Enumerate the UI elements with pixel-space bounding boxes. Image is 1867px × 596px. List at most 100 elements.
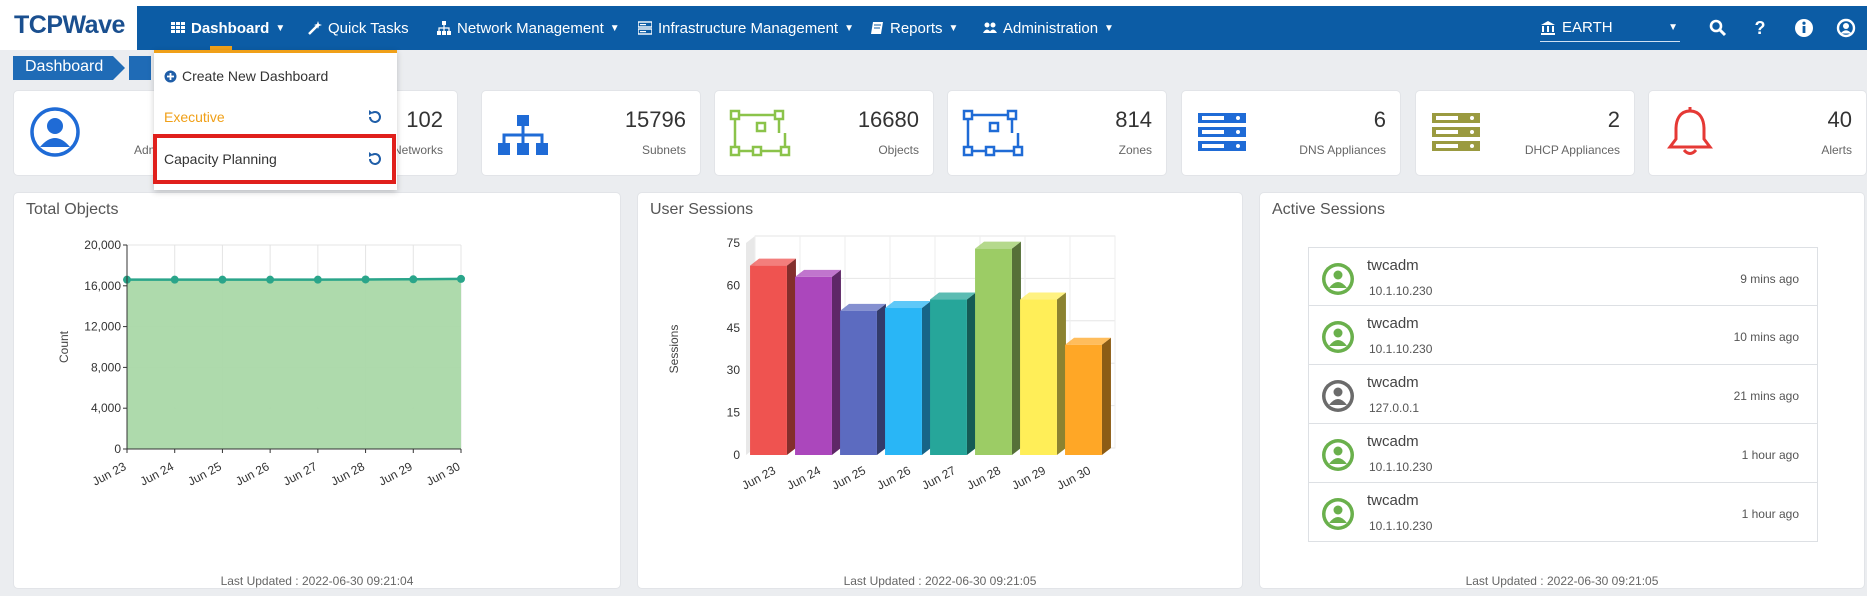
user-account-icon[interactable] xyxy=(1834,16,1858,40)
stat-card-dns-appliances[interactable]: 6 DNS Appliances xyxy=(1181,90,1401,176)
session-ip: 10.1.10.230 xyxy=(1369,519,1433,533)
session-row[interactable]: twcadm 10.1.10.230 10 mins ago xyxy=(1308,306,1818,365)
x-tick-label: Jun 30 xyxy=(424,459,463,488)
bar-top xyxy=(750,258,796,266)
x-tick-label: Jun 23 xyxy=(740,463,779,492)
bar-top xyxy=(975,241,1021,249)
session-user: twcadm xyxy=(1367,374,1419,391)
bar xyxy=(1065,344,1102,455)
stat-label: Objects xyxy=(878,143,919,157)
panel-title: Active Sessions xyxy=(1272,201,1385,218)
data-point xyxy=(170,275,179,284)
stat-card-objects[interactable]: 16680 Objects xyxy=(714,90,934,176)
session-ip: 10.1.10.230 xyxy=(1369,284,1433,298)
y-tick-label: 30 xyxy=(727,363,741,377)
dashboard-item-executive[interactable]: Executive xyxy=(154,99,397,135)
y-tick-label: 12,000 xyxy=(84,320,121,334)
bar-side xyxy=(1011,241,1021,455)
stat-label: Zones xyxy=(1118,143,1152,157)
nav-quick-tasks-label: Quick Tasks xyxy=(328,19,409,37)
breadcrumb-dashboard[interactable]: Dashboard xyxy=(13,56,126,80)
y-tick-label: 0 xyxy=(114,442,121,456)
caret-down-icon: ▼ xyxy=(844,22,854,34)
bar-side xyxy=(786,258,796,455)
panel-title: User Sessions xyxy=(650,201,754,218)
x-tick-label: Jun 30 xyxy=(1055,463,1094,492)
data-point xyxy=(218,275,227,284)
session-user: twcadm xyxy=(1367,492,1419,509)
last-updated: Last Updated : 2022-06-30 09:21:05 xyxy=(1465,574,1659,588)
bar-side xyxy=(876,303,886,455)
x-tick-label: Jun 27 xyxy=(920,463,959,492)
info-icon[interactable] xyxy=(1792,16,1816,40)
nav-administration[interactable]: Administration ▼ xyxy=(983,6,1114,50)
session-user: twcadm xyxy=(1367,315,1419,332)
avatar-icon xyxy=(1322,263,1354,295)
avatar-icon xyxy=(1322,321,1354,353)
session-row[interactable]: twcadm 10.1.10.230 9 mins ago xyxy=(1308,247,1818,306)
data-point xyxy=(457,274,465,283)
session-row[interactable]: twcadm 127.0.0.1 21 mins ago xyxy=(1308,365,1818,424)
grid-icon xyxy=(171,22,185,33)
stat-value: 15796 xyxy=(624,107,686,132)
stat-value: 814 xyxy=(1115,107,1152,132)
x-tick-label: Jun 29 xyxy=(1010,463,1049,492)
dashboard-item-label: Executive xyxy=(164,109,225,125)
tcpwave-logo: TCPWave xyxy=(14,10,125,39)
search-icon[interactable] xyxy=(1706,16,1730,40)
magic-wand-icon xyxy=(308,21,322,35)
x-tick-label: Jun 28 xyxy=(965,463,1004,492)
session-time: 1 hour ago xyxy=(1741,507,1799,521)
data-point xyxy=(361,275,370,284)
bar xyxy=(1020,299,1057,455)
series-line xyxy=(127,277,462,281)
session-ip: 10.1.10.230 xyxy=(1369,342,1433,356)
stat-card-zones[interactable]: 814 Zones xyxy=(947,90,1167,176)
nav-infrastructure-management[interactable]: Infrastructure Management ▼ xyxy=(638,6,854,50)
brand[interactable]: TCPWave xyxy=(0,0,137,50)
users-icon xyxy=(983,22,997,33)
dashboard-item-capacity-planning[interactable]: Capacity Planning xyxy=(154,141,397,177)
create-new-dashboard[interactable]: Create New Dashboard xyxy=(154,58,397,94)
x-tick-label: Jun 24 xyxy=(785,463,824,492)
nav-dashboard[interactable]: Dashboard ▼ xyxy=(171,6,285,50)
data-point xyxy=(266,275,275,284)
session-time: 1 hour ago xyxy=(1741,448,1799,462)
session-ip: 10.1.10.230 xyxy=(1369,460,1433,474)
breadcrumb-next[interactable] xyxy=(129,56,152,80)
session-row[interactable]: twcadm 10.1.10.230 1 hour ago xyxy=(1308,483,1818,542)
refresh-icon[interactable] xyxy=(367,151,383,167)
last-updated: Last Updated : 2022-06-30 09:21:05 xyxy=(843,574,1037,588)
server-icon xyxy=(1198,113,1246,151)
y-tick-label: 0 xyxy=(733,448,740,462)
zones-icon xyxy=(962,109,1024,157)
nav-quick-tasks[interactable]: Quick Tasks xyxy=(308,6,409,50)
bar xyxy=(795,276,832,455)
stat-card-alerts[interactable]: 40 Alerts xyxy=(1648,90,1867,176)
organization-select-value: EARTH xyxy=(1562,19,1613,36)
bar xyxy=(885,308,922,455)
stat-value: 2 xyxy=(1607,107,1620,132)
nav-bar xyxy=(137,6,1867,50)
y-axis-label: Count xyxy=(57,330,71,363)
session-row[interactable]: twcadm 10.1.10.230 1 hour ago xyxy=(1308,424,1818,483)
nav-network-management[interactable]: Network Management ▼ xyxy=(437,6,620,50)
caret-down-icon: ▼ xyxy=(948,22,959,34)
nav-infrastructure-management-label: Infrastructure Management xyxy=(658,19,839,37)
refresh-icon[interactable] xyxy=(367,109,383,125)
help-icon[interactable]: ? xyxy=(1754,17,1766,38)
area-fill xyxy=(127,278,461,449)
bar-side xyxy=(921,301,931,455)
organization-select[interactable]: EARTH ▼ xyxy=(1540,14,1680,42)
stat-card-subnets[interactable]: 15796 Subnets xyxy=(481,90,701,176)
nav-reports-label: Reports xyxy=(890,19,943,37)
stat-card-dhcp-appliances[interactable]: 2 DHCP Appliances xyxy=(1415,90,1635,176)
bar-top xyxy=(1020,292,1066,300)
active-sessions-list: twcadm 10.1.10.230 9 mins ago twcadm 10.… xyxy=(1308,247,1818,542)
y-tick-label: 15 xyxy=(727,406,741,420)
panel-active-sessions: Active Sessions twcadm 10.1.10.230 9 min… xyxy=(1259,192,1865,589)
nav-reports[interactable]: Reports ▼ xyxy=(870,6,958,50)
y-tick-label: 8,000 xyxy=(91,360,121,374)
avatar-icon xyxy=(1322,380,1354,412)
total-objects-chart: 0 4,000 8,000 12,000 16,000 20,000 Jun 23 Jun 2… xyxy=(57,238,465,489)
